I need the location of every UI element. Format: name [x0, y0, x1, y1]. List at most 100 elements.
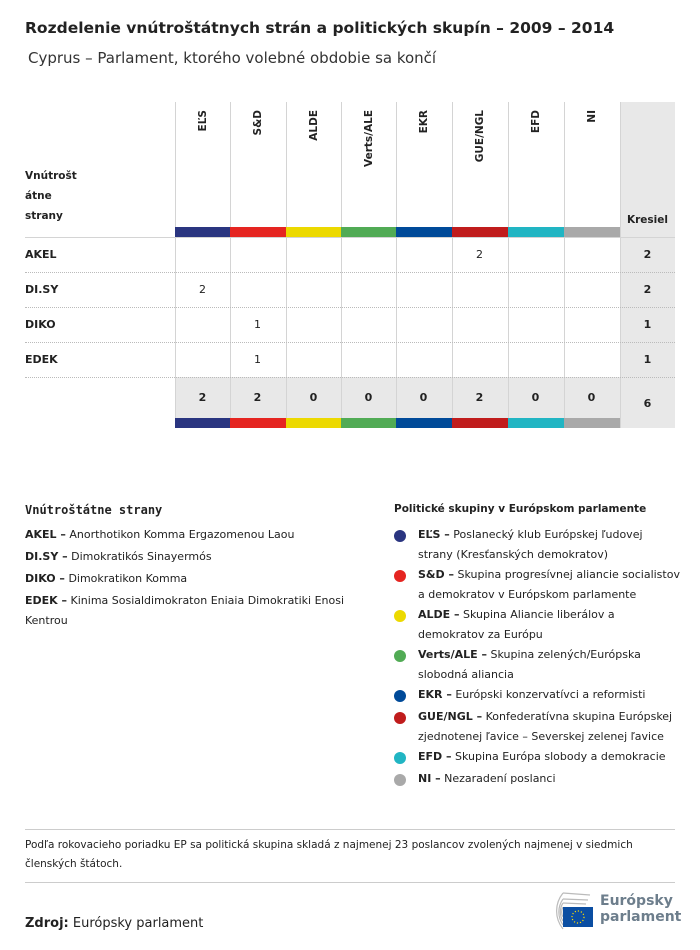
ep-logo: Európsky parlament	[528, 891, 681, 933]
legend-name: Anorthotikon Komma Ergazomenou Laou	[69, 528, 295, 541]
national-party-legend-item: DIKO – Dimokratikon Komma	[25, 569, 355, 589]
legend-abbr: GUE/NGL –	[418, 710, 483, 723]
page-subtitle: Cyprus – Parlament, ktorého volebné obdo…	[28, 49, 437, 67]
grand-total: 6	[643, 397, 652, 410]
legend-abbr: EFD –	[418, 750, 452, 763]
group-header: NI	[564, 110, 620, 222]
group-header-label: S&D	[252, 110, 264, 136]
group-color-bar	[286, 418, 341, 428]
header-divider	[25, 237, 675, 238]
group-header-label: NI	[586, 110, 598, 123]
column-divider	[620, 102, 621, 428]
group-color-dot-icon	[394, 570, 406, 582]
group-legend-heading: Politické skupiny v Európskom parlamente	[394, 503, 647, 515]
group-legend-item: EKR – Európski konzervatívci a reformist…	[418, 685, 680, 705]
row-divider	[25, 377, 675, 378]
group-total: 0	[309, 391, 318, 404]
group-legend-item: ALDE – Skupina Aliancie liberálov a demo…	[418, 605, 680, 645]
group-header-label: EKR	[418, 110, 430, 134]
seat-count: 1	[254, 318, 261, 331]
legend-name: Kinima Sosialdimokraton Eniaia Dimokrati…	[25, 594, 345, 627]
group-total: 0	[587, 391, 596, 404]
group-total: 2	[253, 391, 262, 404]
party-name: AKEL	[25, 248, 57, 261]
legend-abbr: DIKO –	[25, 572, 65, 585]
row-total: 1	[643, 353, 652, 366]
group-color-bar	[396, 418, 452, 428]
group-header-label: EĽS	[196, 110, 209, 132]
group-legend-item: EFD – Skupina Európa slobody a demokraci…	[418, 747, 680, 767]
legend-abbr: S&D –	[418, 568, 454, 581]
group-legend-item: Verts/ALE – Skupina zelených/Európska sl…	[418, 645, 680, 685]
seat-count: 1	[254, 353, 261, 366]
hemicycle-icon	[556, 892, 593, 930]
legend-name: Konfederatívna skupina Európskej zjednot…	[418, 710, 673, 743]
national-party-legend-item: EDEK – Kinima Sosialdimokraton Eniaia Di…	[25, 591, 355, 631]
legend-abbr: EĽS –	[418, 528, 450, 541]
party-name: DI.SY	[25, 283, 59, 296]
column-divider	[341, 102, 342, 428]
column-divider	[508, 102, 509, 428]
group-header-label: GUE/NGL	[474, 110, 486, 163]
group-color-bar	[508, 227, 564, 237]
logo-line1: Európsky	[600, 893, 673, 909]
seats-header: Kresiel	[626, 214, 668, 226]
legend-abbr: DI.SY –	[25, 550, 68, 563]
group-color-bar	[508, 418, 564, 428]
group-total: 2	[198, 391, 207, 404]
national-party-legend-item: DI.SY – Dimokratikós Sinayermós	[25, 547, 355, 567]
totals-row-bg	[175, 377, 620, 418]
column-divider	[396, 102, 397, 428]
party-name: DIKO	[25, 318, 56, 331]
seat-count: 2	[199, 283, 206, 296]
group-legend-item: GUE/NGL – Konfederatívna skupina Európsk…	[418, 707, 680, 747]
group-color-bar	[564, 227, 620, 237]
column-divider	[286, 102, 287, 428]
logo-text: Európsky parlament	[600, 893, 681, 925]
group-color-dot-icon	[394, 530, 406, 542]
group-header: EĽS	[175, 110, 230, 222]
group-total: 0	[419, 391, 428, 404]
logo-line2: parlament	[600, 909, 682, 925]
group-color-bar	[175, 418, 230, 428]
group-legend-item: EĽS – Poslanecký klub Európskej ľudovej …	[418, 525, 680, 565]
legend-name: Skupina progresívnej aliancie socialisto…	[418, 568, 680, 601]
legend-name: Skupina zelených/Európska slobodná alian…	[418, 648, 641, 681]
group-total: 2	[475, 391, 484, 404]
row-header: Vnútrošt átne strany	[25, 166, 77, 226]
group-color-bar	[230, 418, 286, 428]
legend-name: Nezaradení poslanci	[444, 772, 556, 785]
divider	[25, 829, 675, 830]
group-color-dot-icon	[394, 690, 406, 702]
group-color-bar	[452, 418, 508, 428]
source-label: Zdroj:	[25, 916, 69, 931]
legend-abbr: Verts/ALE –	[418, 648, 487, 661]
row-divider	[25, 307, 675, 308]
page-title: Rozdelenie vnútroštátnych strán a politi…	[25, 19, 615, 37]
group-header: Verts/ALE	[341, 110, 396, 222]
group-color-bar	[286, 227, 341, 237]
party-name: EDEK	[25, 353, 58, 366]
group-header: ALDE	[286, 110, 341, 222]
row-header-line: átne	[25, 190, 52, 202]
group-header: EFD	[508, 110, 564, 222]
group-color-bar	[175, 227, 230, 237]
row-header-line: Vnútrošt	[25, 170, 77, 182]
group-color-bar	[341, 227, 396, 237]
group-color-dot-icon	[394, 752, 406, 764]
note: Podľa rokovacieho poriadku EP sa politic…	[25, 839, 633, 870]
legend-name: Európski konzervatívci a reformisti	[455, 688, 646, 701]
group-header-label: Verts/ALE	[362, 110, 375, 167]
group-color-dot-icon	[394, 712, 406, 724]
row-header-line: strany	[25, 210, 63, 222]
group-total: 0	[364, 391, 373, 404]
group-color-bar	[452, 227, 508, 237]
national-party-legend-item: AKEL – Anorthotikon Komma Ergazomenou La…	[25, 525, 355, 545]
group-total: 0	[531, 391, 540, 404]
group-color-dot-icon	[394, 650, 406, 662]
group-color-dot-icon	[394, 610, 406, 622]
legend-abbr: AKEL –	[25, 528, 66, 541]
legend-name: Skupina Európa slobody a demokracie	[455, 750, 666, 763]
column-divider	[175, 102, 176, 428]
legend-name: Poslanecký klub Európskej ľudovej strany…	[418, 528, 643, 561]
